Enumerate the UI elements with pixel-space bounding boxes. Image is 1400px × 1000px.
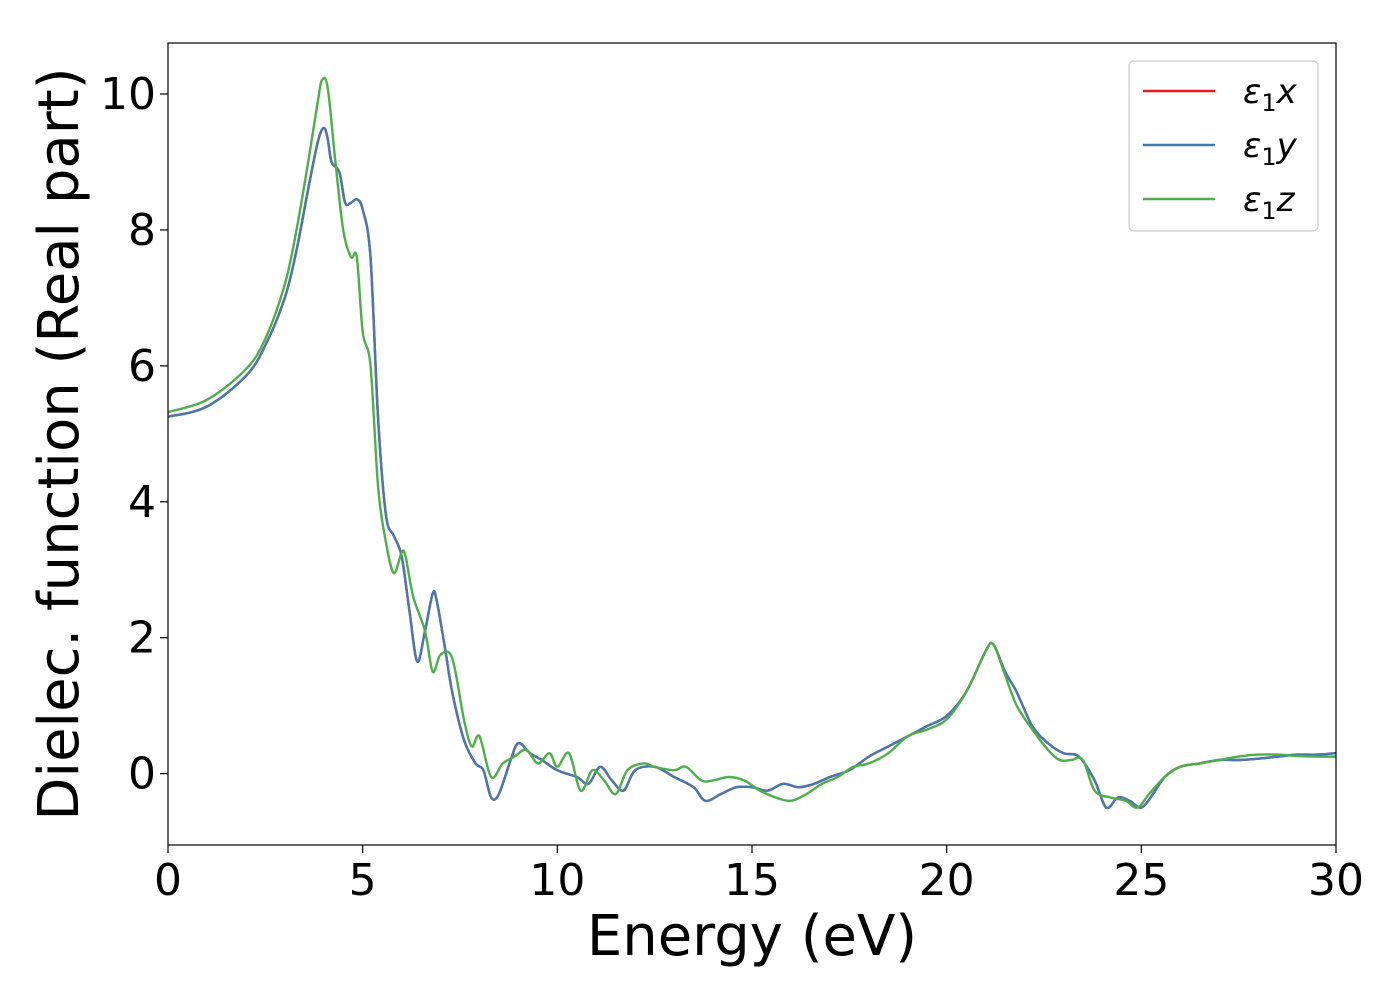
legend-label: ε1y	[1243, 126, 1298, 171]
x-tick-label: 5	[349, 855, 377, 906]
y-tick-label: 10	[100, 69, 156, 120]
x-tick-label: 20	[919, 855, 975, 906]
y-axis-ticks: 0 2 4 6 8 10	[100, 69, 168, 800]
legend-label-tail: x	[1276, 72, 1298, 112]
y-tick-label: 8	[128, 205, 156, 256]
legend-box	[1128, 60, 1319, 232]
legend-label-tail: z	[1276, 180, 1296, 220]
series-line-1	[168, 126, 1336, 810]
legend-label: ε1x	[1243, 72, 1298, 117]
legend-label-sub: 1	[1261, 143, 1276, 171]
y-tick-label: 2	[128, 613, 156, 664]
legend-label-sub: 1	[1261, 89, 1276, 117]
y-tick-label: 0	[128, 749, 156, 800]
legend-label-base: ε	[1243, 126, 1261, 166]
y-tick-label: 6	[128, 341, 156, 392]
legend-label-base: ε	[1243, 72, 1261, 112]
legend-label-tail: y	[1276, 126, 1298, 166]
x-axis-title: Energy (eV)	[587, 904, 917, 969]
series-line-2	[168, 76, 1336, 809]
y-tick-label: 4	[128, 477, 156, 528]
series-layer	[168, 76, 1336, 810]
x-tick-label: 25	[1113, 855, 1169, 906]
legend-label: ε1z	[1243, 180, 1296, 225]
x-axis-ticks: 0 5 10 15 20 25 30	[154, 845, 1364, 906]
x-tick-label: 0	[154, 855, 182, 906]
x-tick-label: 15	[724, 855, 780, 906]
legend-label-base: ε	[1243, 180, 1261, 220]
y-axis-title: Dielec. function (Real part)	[27, 67, 92, 820]
x-tick-label: 30	[1308, 855, 1364, 906]
legend-label-sub: 1	[1261, 197, 1276, 225]
x-tick-label: 10	[529, 855, 585, 906]
